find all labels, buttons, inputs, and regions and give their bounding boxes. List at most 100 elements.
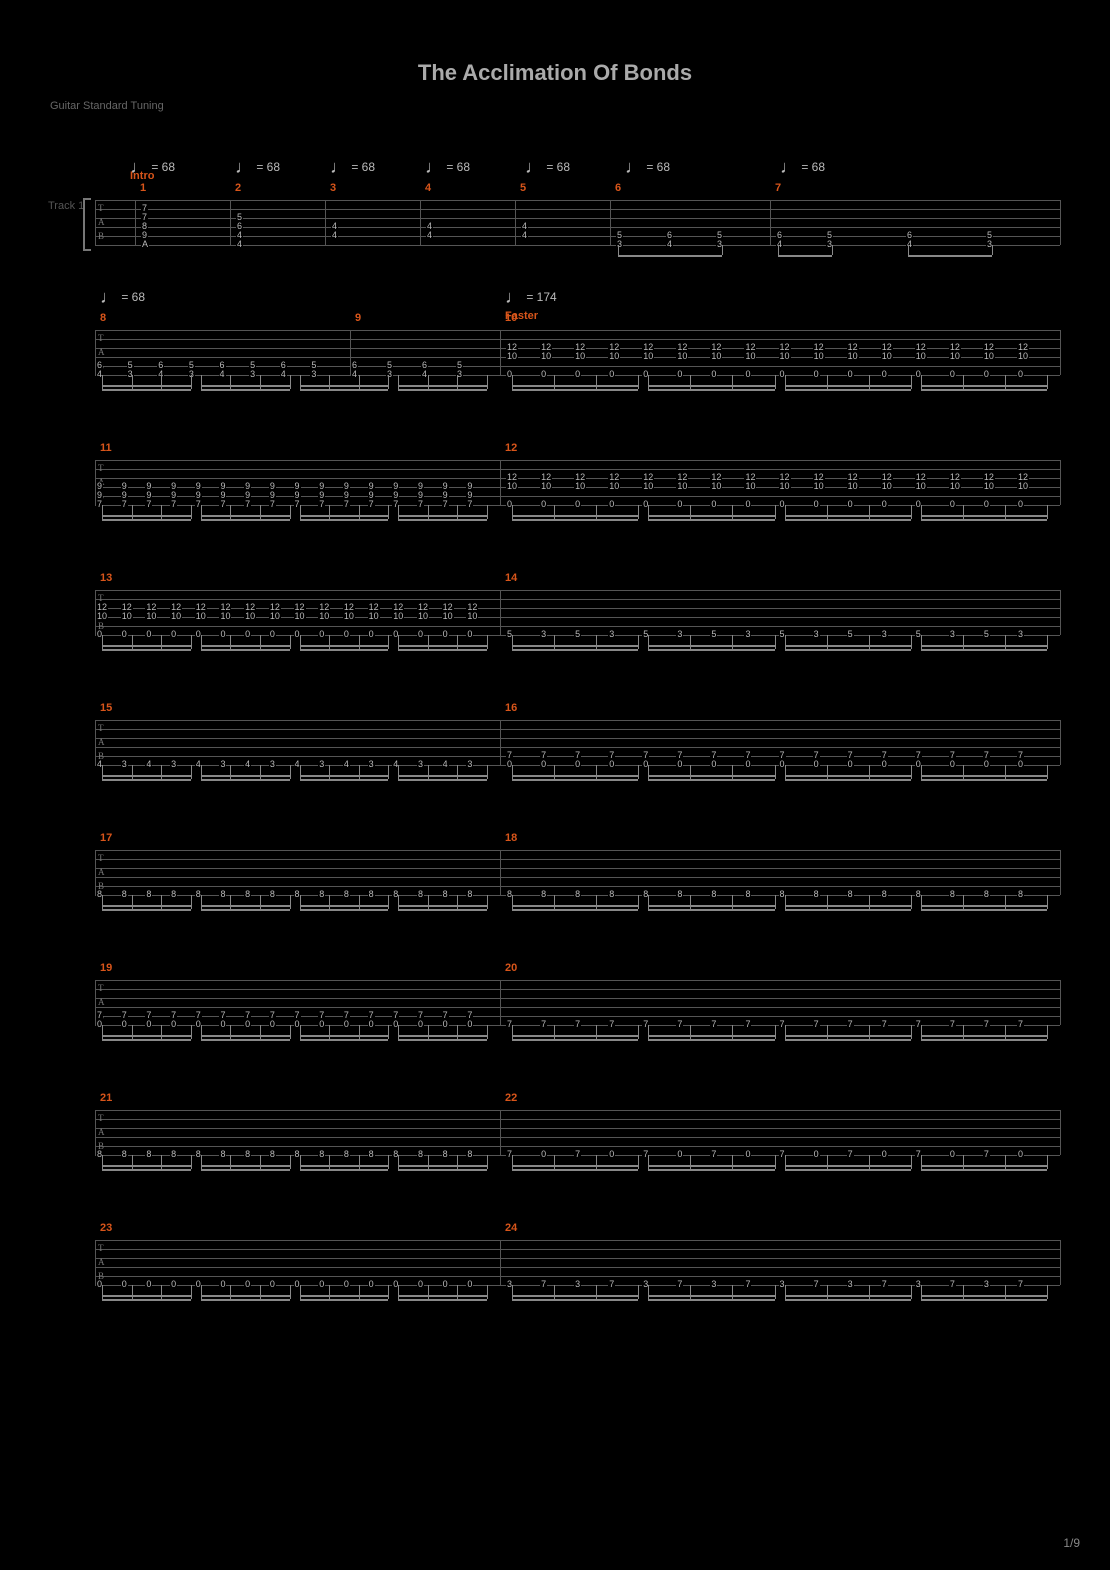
- fret-number: 10: [506, 352, 518, 361]
- measure-number: 17: [100, 832, 112, 844]
- fret-number: 10: [642, 352, 654, 361]
- fret-number: 7: [847, 1150, 854, 1159]
- beam: [102, 1299, 191, 1301]
- fret-number: 7: [983, 1020, 990, 1029]
- stem: [638, 1285, 639, 1299]
- stem: [191, 375, 192, 389]
- staff-line: [95, 1128, 1060, 1129]
- stem: [191, 1285, 192, 1299]
- tab-letter: T: [98, 1114, 104, 1123]
- fret-number: 10: [343, 612, 355, 621]
- fret-number: 7: [219, 500, 226, 509]
- stem: [869, 1155, 870, 1169]
- stem: [638, 635, 639, 649]
- stem: [201, 895, 202, 909]
- stem: [388, 765, 389, 779]
- beam: [648, 385, 774, 387]
- fret-number: 3: [540, 630, 547, 639]
- stem: [457, 1285, 458, 1299]
- staff-line: [95, 496, 1060, 497]
- fret-number: 0: [744, 370, 751, 379]
- fret-number: 4: [426, 231, 433, 240]
- beam: [398, 779, 487, 781]
- stem: [1047, 505, 1048, 519]
- stem: [869, 1285, 870, 1299]
- stem: [732, 1285, 733, 1299]
- beam: [648, 1169, 774, 1171]
- fret-number: 8: [269, 1150, 276, 1159]
- beam: [300, 775, 389, 777]
- staff-line: [95, 617, 1060, 618]
- staff-line: [95, 200, 1060, 201]
- fret-number: 0: [417, 630, 424, 639]
- tempo-mark: ♩ = 68: [425, 155, 470, 176]
- stem: [512, 375, 513, 389]
- stem: [1005, 1155, 1006, 1169]
- beam: [785, 645, 911, 647]
- beam: [648, 645, 774, 647]
- stem: [596, 895, 597, 909]
- fret-number: 0: [540, 1150, 547, 1159]
- tab-letter: T: [98, 464, 104, 473]
- fret-number: 10: [442, 612, 454, 621]
- fret-number: 3: [881, 630, 888, 639]
- beam: [201, 779, 290, 781]
- beam: [300, 645, 389, 647]
- fret-number: 0: [710, 500, 717, 509]
- stem: [191, 635, 192, 649]
- fret-number: 0: [1017, 1150, 1024, 1159]
- fret-number: 8: [466, 1150, 473, 1159]
- tab-letter: A: [98, 348, 105, 357]
- stem: [648, 505, 649, 519]
- beam: [102, 385, 191, 387]
- stem: [911, 375, 912, 389]
- stem: [132, 375, 133, 389]
- fret-number: 10: [813, 352, 825, 361]
- stem: [596, 1155, 597, 1169]
- stem: [775, 1285, 776, 1299]
- fret-number: 10: [574, 482, 586, 491]
- fret-number: 3: [1017, 630, 1024, 639]
- stem: [329, 1025, 330, 1039]
- stem: [512, 1155, 513, 1169]
- beam: [512, 779, 638, 781]
- measure-number: 22: [505, 1092, 517, 1104]
- stem: [329, 895, 330, 909]
- stem: [230, 375, 231, 389]
- fret-number: 3: [813, 630, 820, 639]
- beam: [201, 1169, 290, 1171]
- fret-number: 7: [813, 1020, 820, 1029]
- fret-number: 10: [368, 612, 380, 621]
- staff-line: [95, 886, 1060, 887]
- beam: [512, 645, 638, 647]
- fret-number: 0: [540, 760, 547, 769]
- stem: [648, 635, 649, 649]
- barline: [95, 1110, 96, 1155]
- barline: [1060, 330, 1061, 375]
- fret-number: 8: [442, 1150, 449, 1159]
- tab-letter: T: [98, 204, 104, 213]
- beam: [512, 1039, 638, 1041]
- beam: [512, 515, 638, 517]
- fret-number: 0: [466, 1280, 473, 1289]
- stem: [388, 1155, 389, 1169]
- beam: [398, 1169, 487, 1171]
- fret-number: 8: [417, 890, 424, 899]
- barline: [610, 200, 611, 245]
- fret-number: 0: [219, 1280, 226, 1289]
- beam: [201, 1039, 290, 1041]
- beam: [102, 1169, 191, 1171]
- stem: [596, 505, 597, 519]
- fret-number: 8: [318, 890, 325, 899]
- fret-number: 3: [269, 760, 276, 769]
- stem: [329, 635, 330, 649]
- fret-number: 8: [608, 890, 615, 899]
- beam: [102, 1039, 191, 1041]
- stem: [512, 635, 513, 649]
- beam: [512, 649, 638, 651]
- stem: [132, 895, 133, 909]
- beam: [102, 515, 191, 517]
- tab-letter: A: [98, 738, 105, 747]
- measure-number: 24: [505, 1222, 517, 1234]
- barline: [500, 330, 501, 375]
